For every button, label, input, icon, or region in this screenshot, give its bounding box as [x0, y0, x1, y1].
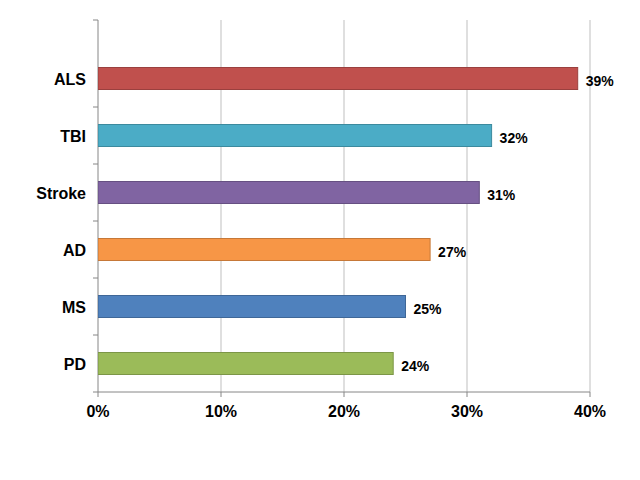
- bar: [98, 239, 430, 261]
- tick-label: 10%: [205, 403, 237, 420]
- category-label: ALS: [54, 71, 86, 88]
- tick-mark: [467, 392, 468, 397]
- category-label: Stroke: [36, 185, 86, 202]
- data-label: 24%: [401, 358, 430, 374]
- chart: 0% 10% 20% 30% 40% ALS 39% TBI 32% Stroke 31% AD 27%…: [0, 0, 640, 480]
- category-tick: [93, 107, 98, 108]
- bar: [98, 182, 479, 204]
- tick-mark: [221, 392, 222, 397]
- data-label: 39%: [586, 73, 615, 89]
- data-label: 31%: [487, 187, 516, 203]
- tick-label: 0%: [86, 403, 109, 420]
- bar: [98, 68, 578, 90]
- tick-mark: [98, 392, 99, 397]
- category-tick: [93, 20, 98, 21]
- tick-label: 40%: [574, 403, 606, 420]
- category-tick: [93, 164, 98, 165]
- data-label: 32%: [500, 130, 529, 146]
- tick-label: 30%: [451, 403, 483, 420]
- tick-mark: [590, 392, 591, 397]
- tick-label: 20%: [328, 403, 360, 420]
- category-label: PD: [64, 356, 86, 373]
- data-label: 25%: [414, 301, 443, 317]
- data-label: 27%: [438, 244, 467, 260]
- category-tick: [93, 335, 98, 336]
- tick-mark: [344, 392, 345, 397]
- category-tick: [93, 392, 98, 393]
- category-label: TBI: [60, 128, 86, 145]
- x-axis: [98, 392, 590, 393]
- bar: [98, 353, 393, 375]
- background: [0, 0, 640, 480]
- bar: [98, 296, 406, 318]
- bars: [98, 68, 578, 375]
- bar: [98, 125, 492, 147]
- category-tick: [93, 221, 98, 222]
- category-tick: [93, 278, 98, 279]
- category-label: MS: [62, 299, 86, 316]
- category-label: AD: [63, 242, 86, 259]
